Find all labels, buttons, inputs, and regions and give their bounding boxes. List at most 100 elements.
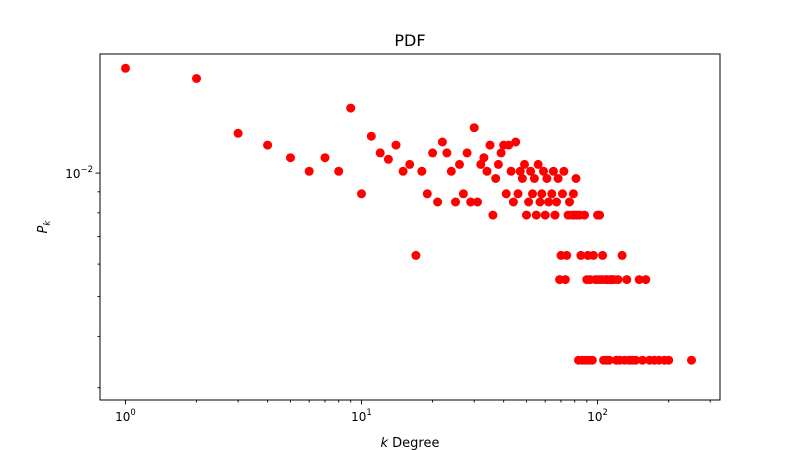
data-point [479,153,489,163]
data-point [539,166,548,176]
data-point [613,275,623,285]
data-point [462,148,472,158]
data-point [515,166,525,176]
data-point [433,197,443,207]
data-point [428,148,438,158]
data-point [535,197,545,207]
data-point [442,148,452,158]
y-tick-label: 10−2 [65,165,93,181]
data-point [540,210,550,220]
data-point [529,174,539,183]
data-point [366,131,376,141]
data-point [482,166,492,176]
data-point [517,174,527,183]
data-point [504,140,514,150]
data-point [451,197,460,207]
data-point [568,189,578,199]
data-point [304,166,314,176]
x-tick-label: 102 [587,408,608,424]
data-point [617,250,627,260]
data-point [548,166,558,176]
data-point [446,166,456,176]
data-point [687,355,696,365]
data-point [558,189,567,199]
data-point [560,275,570,285]
data-point [320,153,330,163]
data-point [391,140,401,150]
data-point [595,210,605,220]
data-point [641,275,651,285]
data-point [473,197,482,207]
data-point [537,189,547,199]
data-point [334,166,344,176]
data-point [604,355,614,365]
data-point [526,166,536,176]
data-point [576,250,586,260]
data-point [437,137,447,147]
data-point [542,174,552,183]
data-point [511,137,521,147]
data-point [491,174,501,183]
data-point [533,159,543,169]
data-point [622,275,632,285]
x-tick-label: 101 [351,408,372,424]
data-point [233,128,243,138]
data-point [588,250,598,260]
data-points [121,63,696,365]
data-point [476,159,486,169]
data-point [346,103,356,113]
data-point [520,159,529,169]
x-axis-label-variable: k [381,436,389,450]
data-point [466,197,476,207]
data-point [383,154,393,164]
data-point [398,166,408,176]
data-point [631,355,641,365]
data-point [192,74,201,83]
data-point [528,189,537,199]
x-axis-label-text: Degree [388,436,439,450]
data-point [286,153,295,163]
data-point [496,148,506,158]
data-point [634,275,644,285]
data-point [559,166,569,176]
axis-ticks: 100 101 102 10−2 [65,165,711,424]
data-point [417,166,427,176]
data-point [375,148,385,158]
data-point [598,250,608,260]
data-point [664,355,674,365]
data-point [513,189,523,199]
data-point [580,210,589,220]
chart-title: PDF [394,31,425,50]
data-point [455,159,464,169]
data-point [357,189,366,199]
data-point [522,210,531,220]
plot-frame [99,53,721,401]
data-point [411,250,421,260]
data-point [493,159,503,169]
data-point [565,197,574,207]
data-point [422,189,432,199]
data-point [488,210,498,220]
data-point [508,197,518,207]
data-point [547,189,557,199]
data-point [506,166,516,176]
data-point [553,174,563,183]
x-tick-label: 100 [115,408,136,424]
y-axis-label: Pk [36,220,53,234]
data-point [458,189,468,199]
data-point [263,140,273,150]
y-axis-label-variable: P [36,226,51,234]
data-point [571,174,581,183]
data-point [501,189,511,199]
data-point [562,250,572,260]
data-point [638,355,647,365]
data-point [405,159,415,169]
data-point [485,140,495,150]
data-point [469,123,479,133]
data-point [121,63,130,73]
data-point [544,197,554,207]
data-point [531,210,541,220]
x-axis-label: k Degree [381,436,440,450]
